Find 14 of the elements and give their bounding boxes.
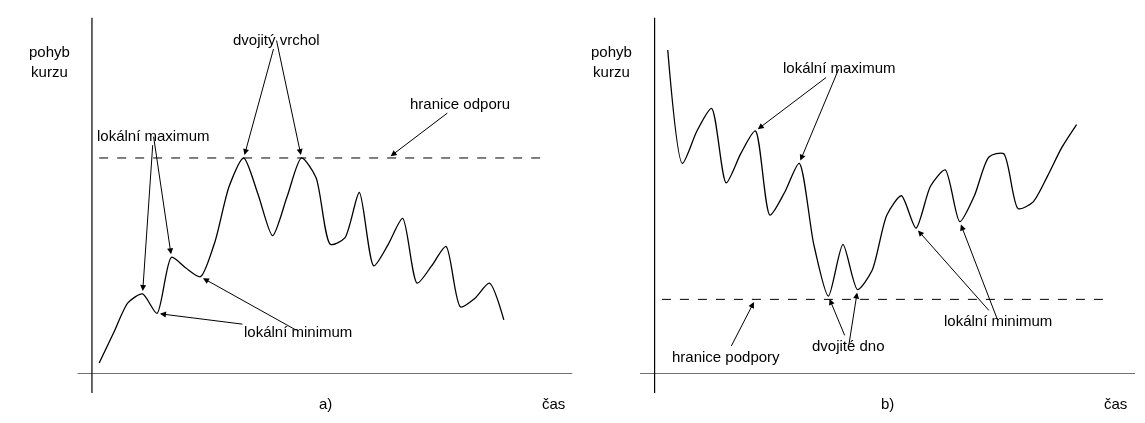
text: b) [881,395,895,412]
annotation: lokální minimum [244,323,353,340]
annotation: lokální minimum [944,312,1053,329]
annotation: hranice podpory [672,348,781,365]
text: dvojitý vrchol [233,31,320,48]
text: lokální maximum [97,127,210,144]
text: a) [319,395,333,412]
x-axis-title: čas [1104,395,1128,412]
text: hranice odporu [410,95,511,112]
y-axis-title: pohyb kurzu [29,43,70,80]
annotation: lokální maximum [783,59,896,76]
annotation: dvojité dno [812,337,885,354]
x-axis-title: čas [542,395,566,412]
y-axis-title: pohyb kurzu [591,43,632,80]
